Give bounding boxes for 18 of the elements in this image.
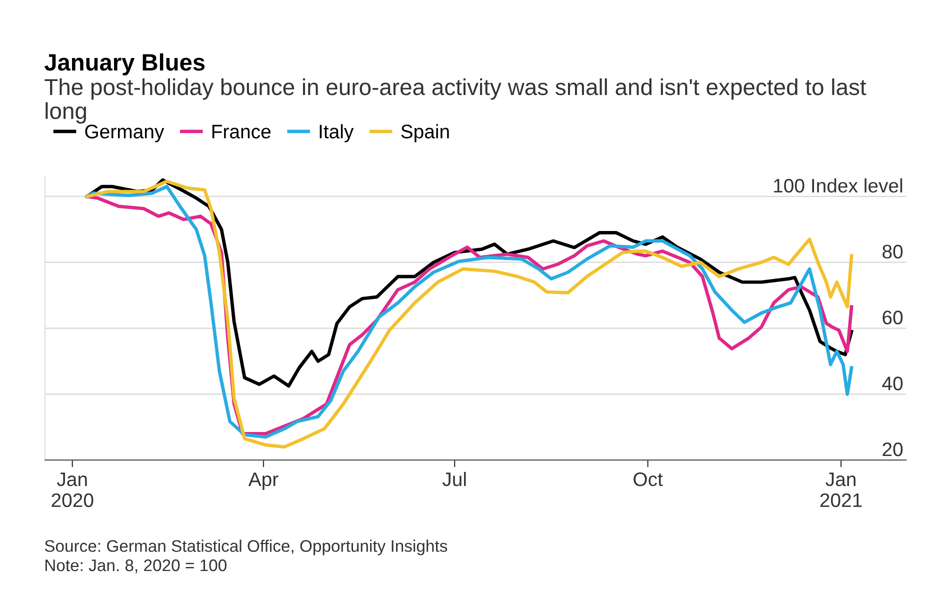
- y-tick-label: 100 Index level: [774, 178, 902, 193]
- legend-label: Spain: [401, 124, 449, 142]
- text: Note: Jan. 8, 2020 = 100: [46, 559, 226, 574]
- y-tick-label: 80: [882, 244, 903, 259]
- legend-label: Italy: [320, 124, 354, 142]
- legend-label: France: [212, 124, 271, 138]
- y-tick-label: 20: [882, 442, 903, 456]
- x-tick-label: Jan 2021: [820, 472, 862, 508]
- x-tick-label: Jul: [442, 472, 466, 486]
- x-tick-label: Jan 2020: [52, 472, 94, 508]
- legend-label: Germany: [85, 124, 164, 142]
- x-tick-label: Oct: [634, 472, 663, 486]
- x-tick-label: Apr: [248, 472, 278, 490]
- y-tick-label: 60: [882, 310, 903, 324]
- y-tick-label: 40: [882, 376, 903, 390]
- source-note: Source: German Statistical Office, Opportunity Insights: [44, 540, 448, 556]
- chart-subtitle: The post-holiday bounce in euro-area activity was small and isn't expected to last long: [44, 78, 866, 124]
- chart-title: January Blues: [44, 53, 205, 76]
